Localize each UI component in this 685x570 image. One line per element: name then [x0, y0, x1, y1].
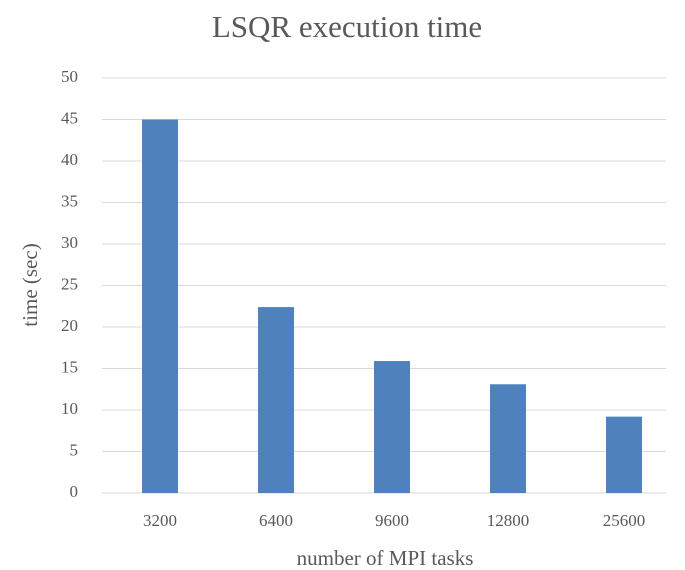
x-tick-label: 9600 — [375, 511, 409, 530]
x-tick-label: 6400 — [259, 511, 293, 530]
x-tick-label: 3200 — [143, 511, 177, 530]
y-tick-label: 40 — [61, 150, 78, 169]
y-tick-label: 50 — [61, 67, 78, 86]
bar — [374, 361, 410, 493]
x-tick-label: 25600 — [603, 511, 646, 530]
y-tick-label: 30 — [61, 233, 78, 252]
y-tick-label: 10 — [61, 399, 78, 418]
bar — [606, 416, 642, 493]
y-tick-label: 20 — [61, 316, 78, 335]
bar — [142, 119, 178, 493]
y-tick-label: 0 — [70, 482, 79, 501]
y-tick-label: 25 — [61, 274, 78, 293]
bar — [490, 384, 526, 493]
y-axis-label: time (sec) — [18, 243, 42, 326]
x-axis-label: number of MPI tasks — [297, 546, 474, 570]
bar — [258, 307, 294, 493]
y-tick-label: 45 — [61, 108, 78, 127]
x-tick-label: 12800 — [487, 511, 530, 530]
y-tick-label: 5 — [70, 440, 79, 459]
y-tick-label: 35 — [61, 191, 78, 210]
chart-title: LSQR execution time — [212, 9, 482, 44]
y-tick-label: 15 — [61, 357, 78, 376]
